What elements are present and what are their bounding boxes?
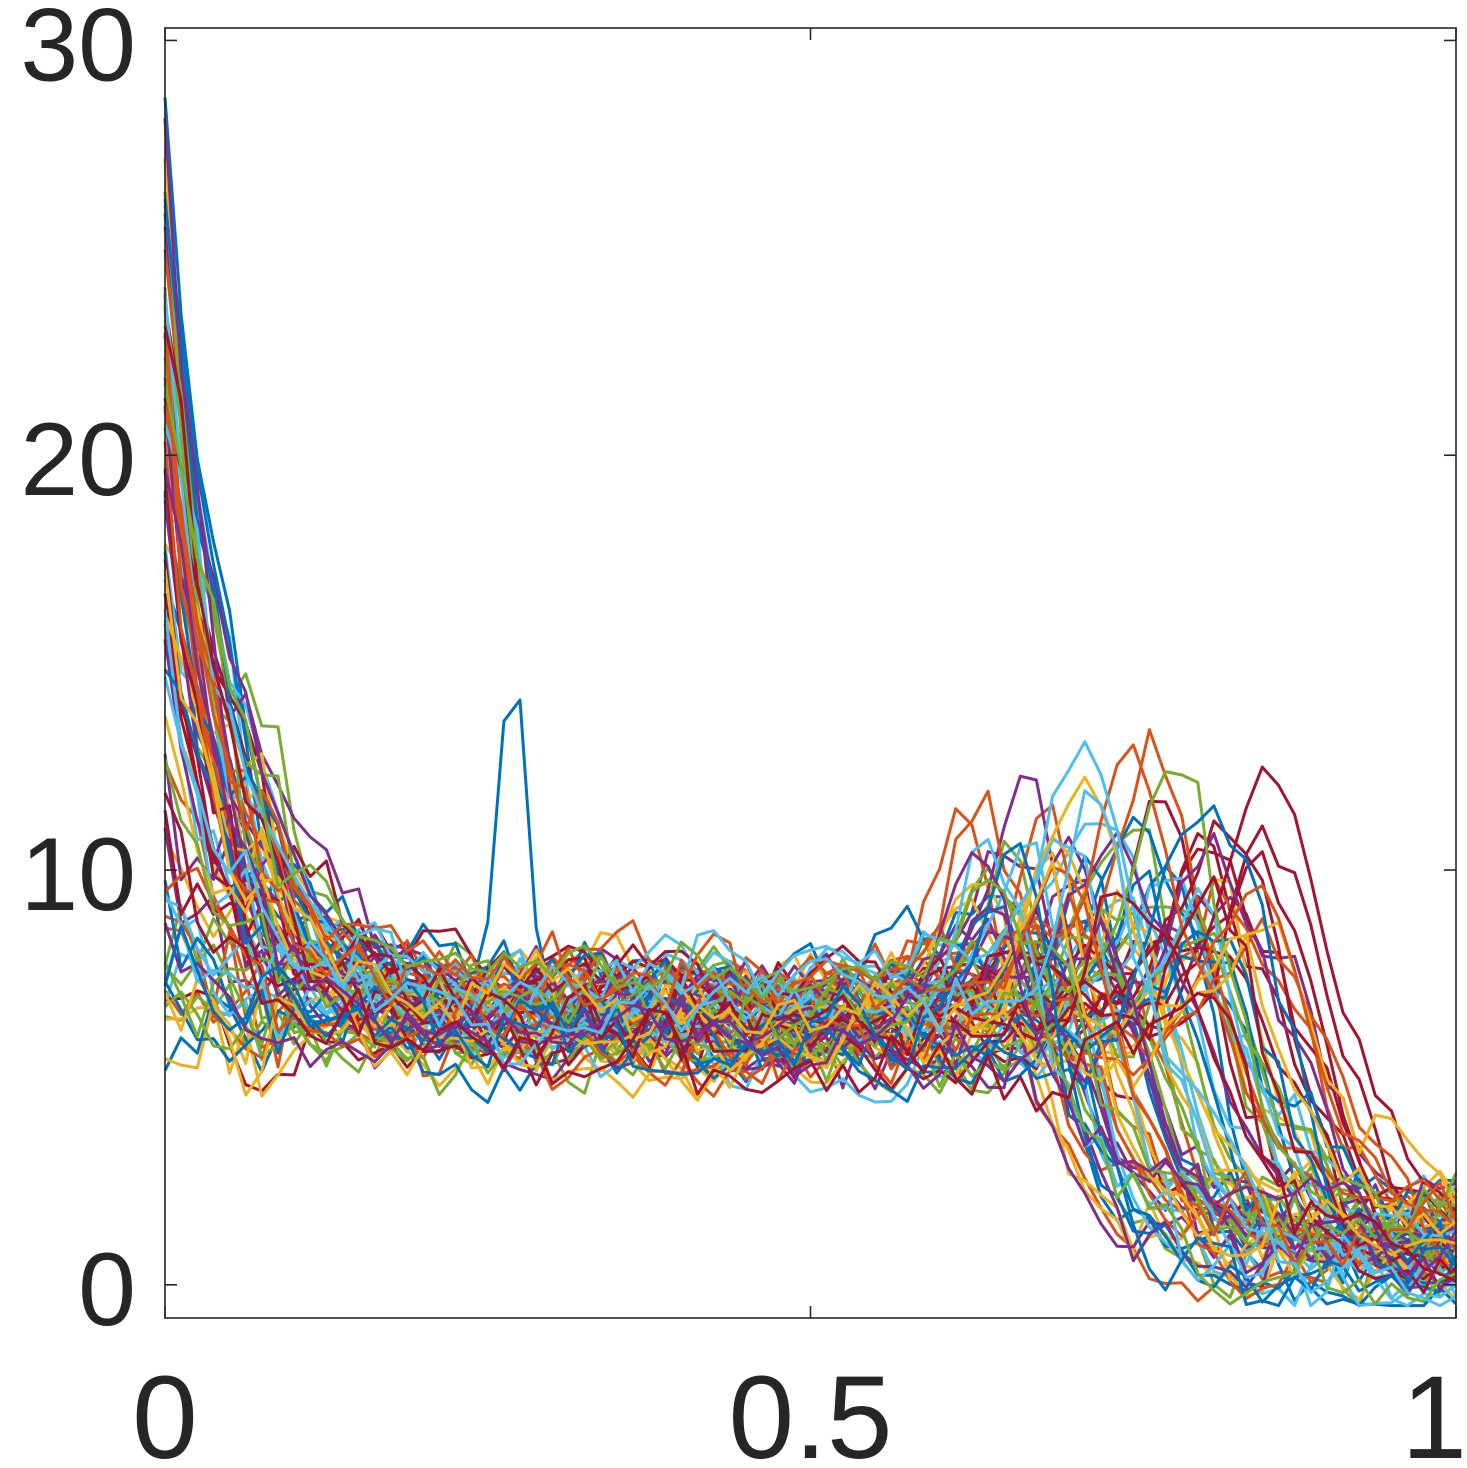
series-line — [163, 715, 1457, 1236]
series-group — [163, 97, 1458, 1308]
series-line — [163, 467, 1457, 1289]
y-tick-label: 30 — [20, 0, 136, 103]
series-line — [163, 426, 1457, 1266]
series-line — [163, 199, 1457, 1304]
series-line — [163, 842, 1458, 1308]
series-line — [164, 838, 1457, 1292]
series-line — [163, 409, 1458, 1263]
series-line — [163, 740, 1457, 1308]
series-line — [163, 918, 1458, 1295]
series-line — [163, 569, 1457, 1258]
y-tick-label: 10 — [20, 817, 136, 933]
series-line — [163, 249, 1457, 1303]
series-line — [163, 490, 1457, 1251]
x-axis: 0 0.5 1 — [132, 28, 1467, 1468]
series-line — [163, 383, 1457, 1306]
series-line — [163, 792, 1457, 1283]
x-tick-label: 1 — [1401, 1352, 1467, 1468]
series-line — [163, 292, 1458, 1308]
series-line — [163, 676, 1457, 1308]
series-line — [163, 866, 1458, 1229]
series-line — [163, 470, 1458, 1291]
series-line — [163, 427, 1458, 1260]
series-line — [163, 226, 1457, 1289]
series-line — [163, 500, 1457, 1266]
series-line — [163, 405, 1457, 1262]
x-tick-label: 0 — [132, 1352, 198, 1468]
series-line — [163, 306, 1458, 1275]
y-tick-label: 0 — [78, 1232, 136, 1348]
y-axis: 0 10 20 30 — [20, 0, 1456, 1348]
series-line — [163, 332, 1457, 1203]
series-line — [163, 441, 1458, 1268]
x-tick-label: 0.5 — [728, 1352, 892, 1468]
y-tick-label: 20 — [20, 402, 136, 518]
